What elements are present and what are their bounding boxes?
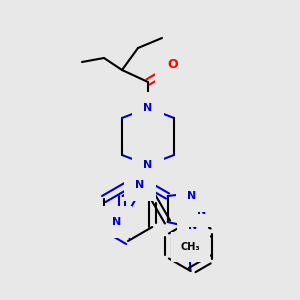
Text: N: N [143, 160, 153, 170]
Text: N: N [197, 206, 206, 216]
Text: N: N [187, 191, 196, 201]
Text: N: N [143, 103, 153, 113]
Text: N: N [188, 221, 197, 231]
Text: N: N [135, 180, 145, 190]
Text: CH₃: CH₃ [181, 242, 200, 252]
Text: N: N [112, 217, 121, 227]
Text: O: O [168, 58, 178, 71]
